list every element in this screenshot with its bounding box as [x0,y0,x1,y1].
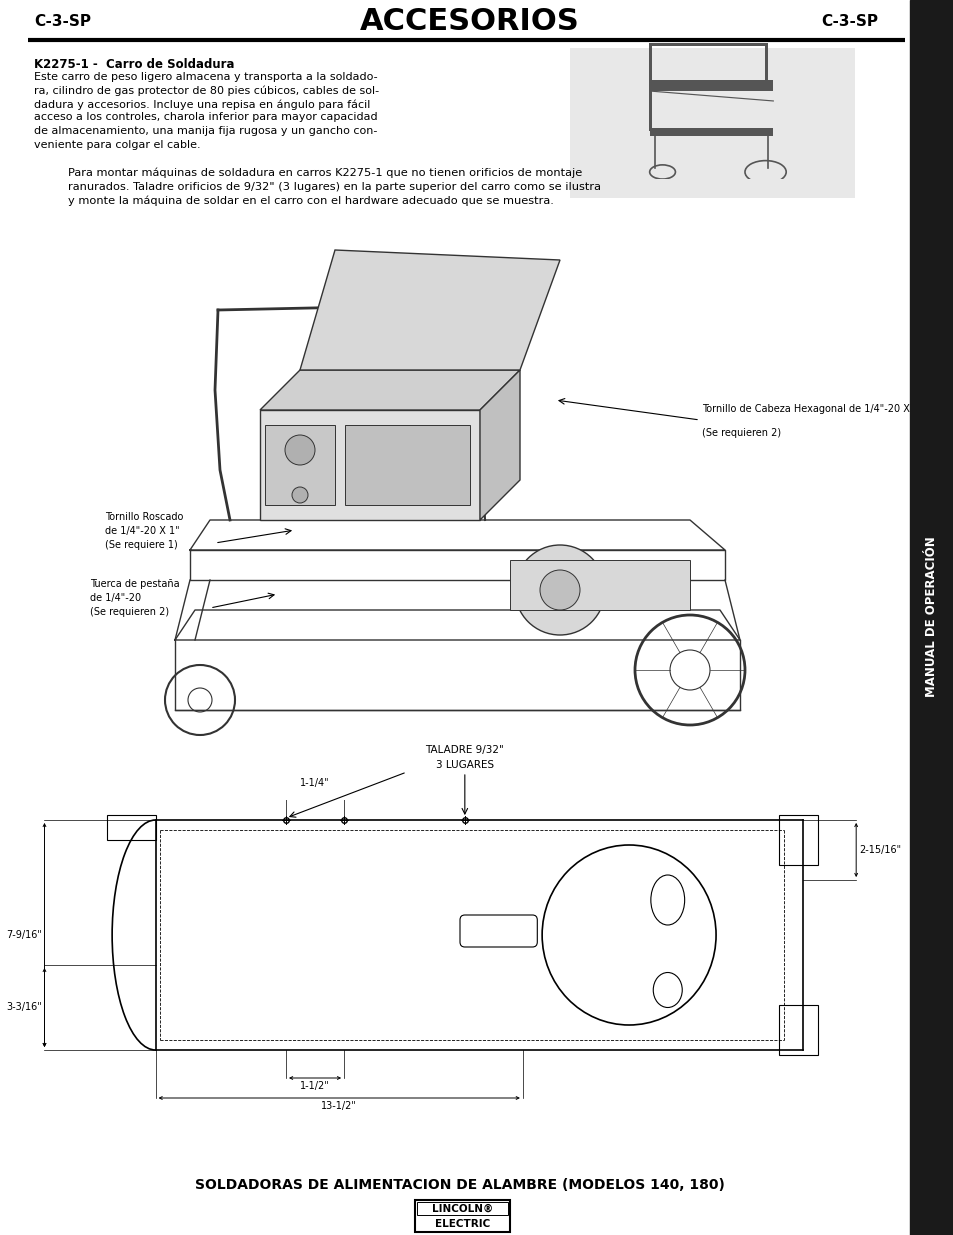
Bar [778,815,817,864]
Text: 1-1/2": 1-1/2" [300,1081,330,1091]
Text: Tornillo de Cabeza Hexagonal de 1/4"-20 X 1/2": Tornillo de Cabeza Hexagonal de 1/4"-20 … [701,404,932,414]
Circle shape [285,435,314,466]
Polygon shape [260,370,519,410]
Text: 2-15/16": 2-15/16" [859,845,901,855]
Text: C-3-SP: C-3-SP [821,15,877,30]
Bar [649,79,773,91]
Text: MANUAL DE OPERACIÓN: MANUAL DE OPERACIÓN [924,537,938,698]
Bar [345,425,470,505]
Text: acceso a los controles, charola inferior para mayor capacidad: acceso a los controles, charola inferior… [34,112,377,122]
Polygon shape [260,410,479,520]
Bar [415,1200,510,1233]
Bar [778,1005,817,1055]
Circle shape [539,571,579,610]
Text: (Se requieren 2): (Se requieren 2) [701,429,781,438]
Text: SOLDADORAS DE ALIMENTACION DE ALAMBRE (MODELOS 140, 180): SOLDADORAS DE ALIMENTACION DE ALAMBRE (M… [194,1178,724,1192]
Text: de 1/4"-20 X 1": de 1/4"-20 X 1" [105,526,179,536]
Text: (Se requieren 2): (Se requieren 2) [90,606,169,618]
Text: 7-9/16": 7-9/16" [6,930,42,940]
Circle shape [515,545,604,635]
Polygon shape [299,249,559,370]
Text: y monte la máquina de soldar en el carro con el hardware adecuado que se muestra: y monte la máquina de soldar en el carro… [68,196,554,206]
Text: K2275-1 -  Carro de Soldadura: K2275-1 - Carro de Soldadura [34,58,234,70]
Text: 3-3/16": 3-3/16" [6,1002,42,1011]
Text: ACCESORIOS: ACCESORIOS [359,7,579,37]
Text: TALADRE 9/32": TALADRE 9/32" [425,745,504,755]
Text: C-3-SP: C-3-SP [34,15,91,30]
Bar [416,1202,507,1215]
Text: 13-1/2": 13-1/2" [321,1100,356,1112]
Bar [909,0,953,1235]
Text: dadura y accesorios. Incluye una repisa en ángulo para fácil: dadura y accesorios. Incluye una repisa … [34,99,370,110]
Text: veniente para colgar el cable.: veniente para colgar el cable. [34,140,200,149]
Text: ra, cilindro de gas protector de 80 pies cúbicos, cables de sol-: ra, cilindro de gas protector de 80 pies… [34,85,378,96]
Polygon shape [479,370,519,520]
Text: de 1/4"-20: de 1/4"-20 [90,593,141,603]
Text: ELECTRIC: ELECTRIC [435,1219,490,1229]
Text: 3 LUGARES: 3 LUGARES [436,760,494,769]
Text: Para montar máquinas de soldadura en carros K2275-1 que no tienen orificios de m: Para montar máquinas de soldadura en car… [68,168,581,179]
Text: Tuerca de pestaña: Tuerca de pestaña [90,579,179,589]
Text: Tornillo Roscado: Tornillo Roscado [105,513,183,522]
Text: de almacenamiento, una manija fija rugosa y un gancho con-: de almacenamiento, una manija fija rugos… [34,126,377,136]
Text: Este carro de peso ligero almacena y transporta a la soldado-: Este carro de peso ligero almacena y tra… [34,72,377,82]
Circle shape [292,487,308,503]
Text: (Se requiere 1): (Se requiere 1) [105,540,177,550]
Text: 1-1/4": 1-1/4" [300,778,330,788]
Bar [569,48,854,198]
Text: ranurados. Taladre orificios de 9/32" (3 lugares) en la parte superior del carro: ranurados. Taladre orificios de 9/32" (3… [68,182,600,191]
Bar [107,815,155,840]
Bar [265,425,335,505]
Bar [510,559,689,610]
Bar [649,128,773,137]
Text: LINCOLN®: LINCOLN® [432,1204,493,1214]
